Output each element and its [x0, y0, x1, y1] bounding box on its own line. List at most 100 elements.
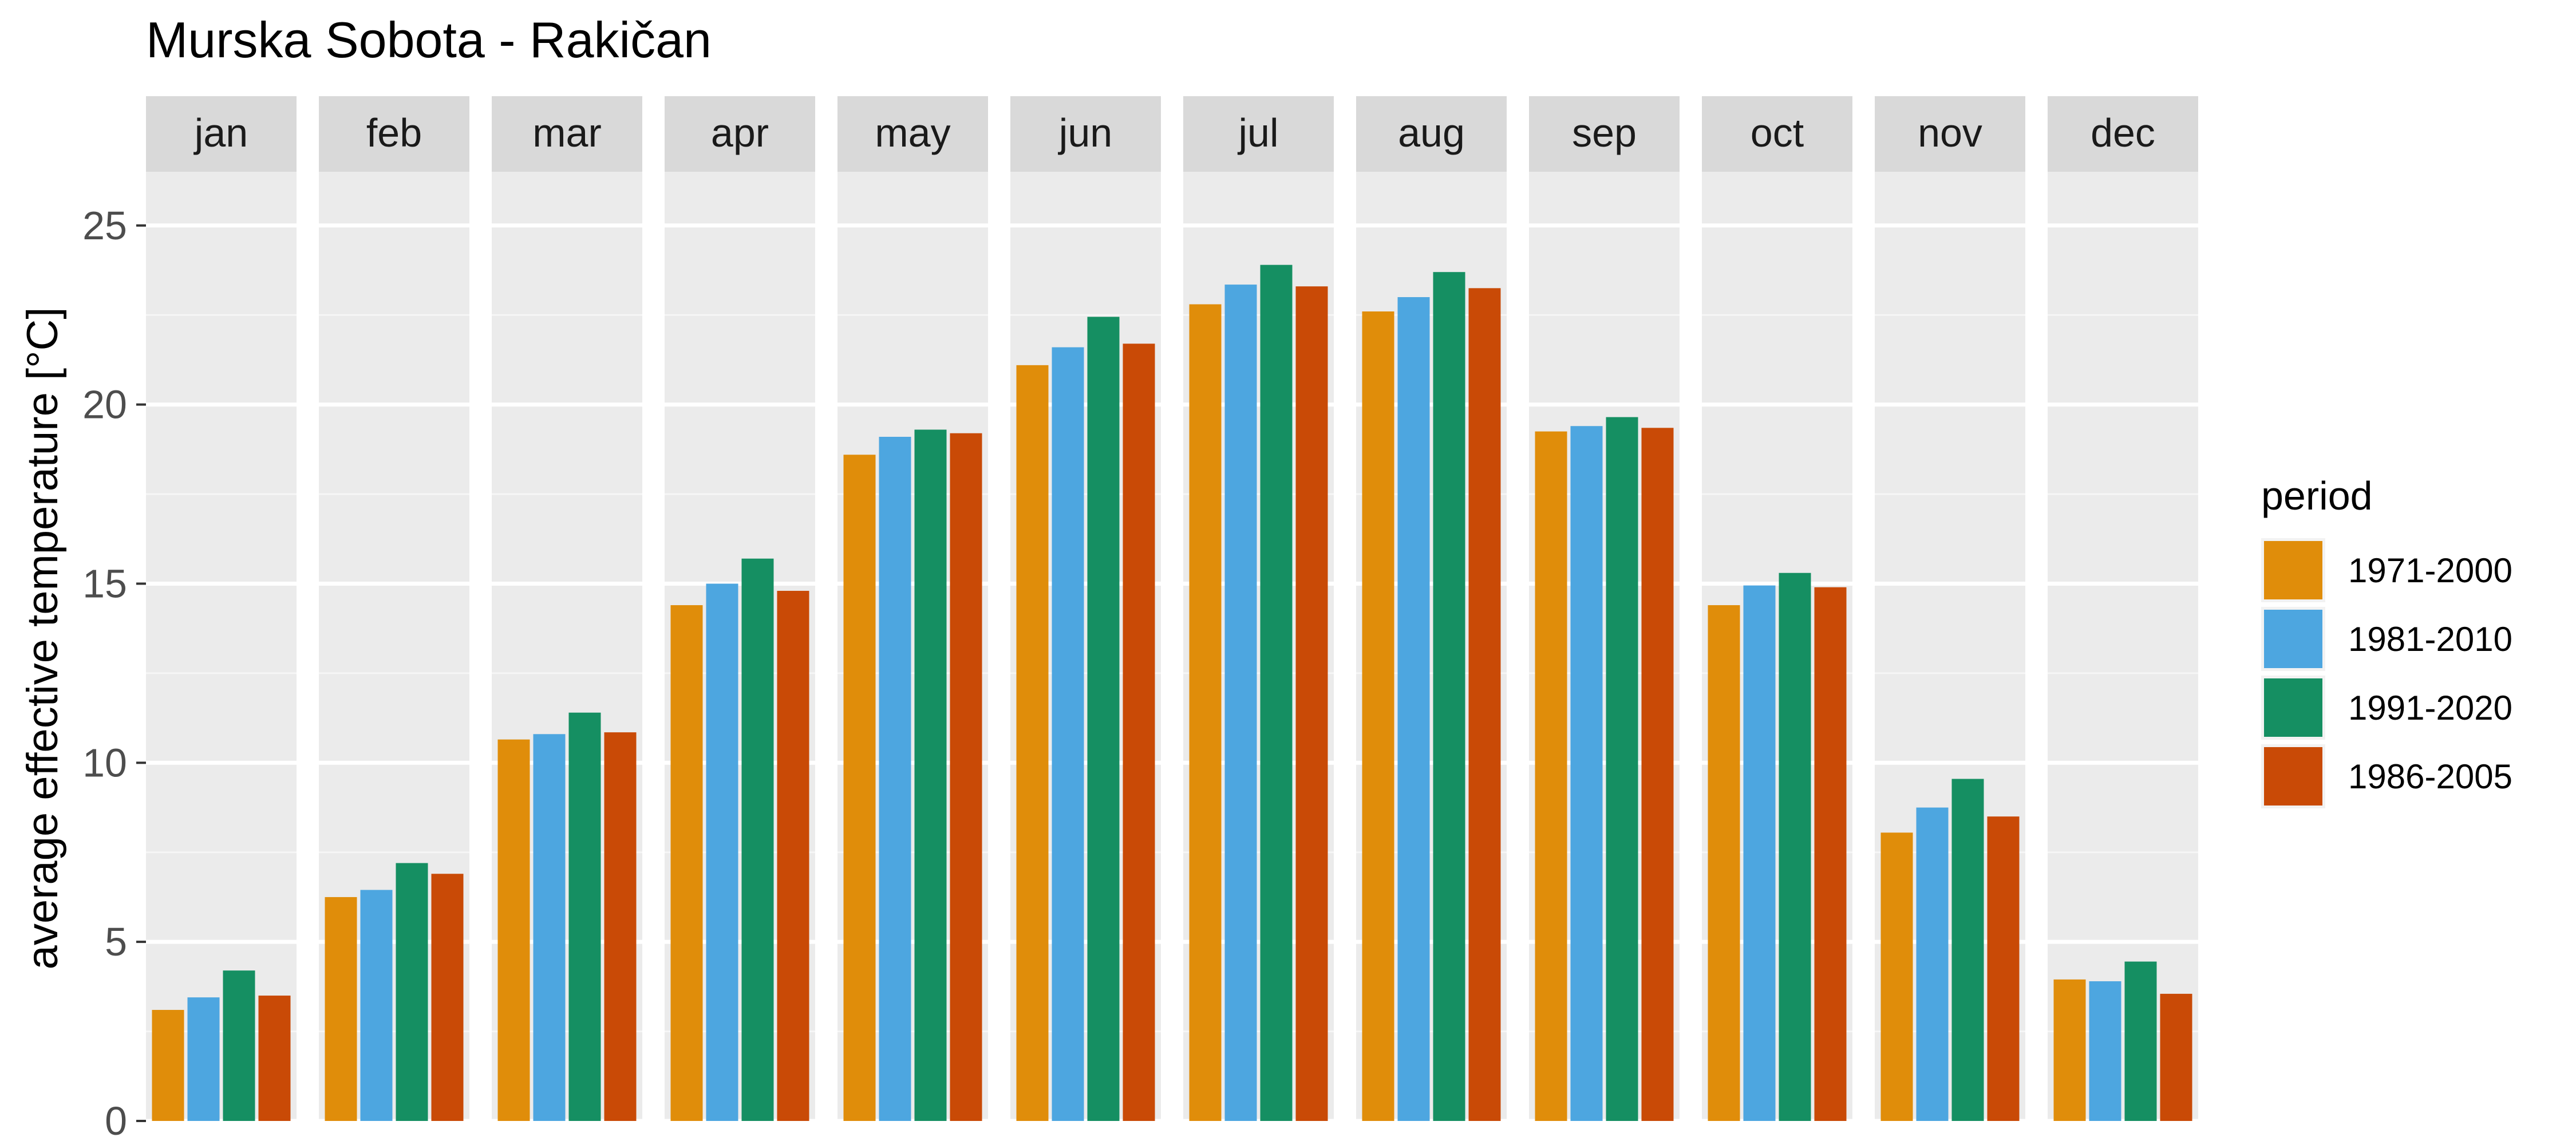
y-tick-label: 20 — [82, 382, 127, 427]
facet-strip — [1529, 96, 1680, 172]
bar-nov-1981-2010 — [1916, 807, 1949, 1121]
facet-panel-jan: jan — [146, 96, 297, 1123]
facet-strip — [2048, 96, 2198, 172]
facet-panel-dec: dec — [2048, 96, 2198, 1123]
facet-strip — [1010, 96, 1161, 172]
bar-mar-1971-2000 — [497, 739, 530, 1121]
facet-strip-label: jun — [1058, 110, 1112, 155]
bar-feb-1971-2000 — [325, 897, 357, 1121]
bar-oct-1991-2020 — [1779, 572, 1811, 1121]
y-tick-label: 5 — [105, 919, 127, 964]
facet-strip-label: sep — [1572, 110, 1637, 155]
facet-strip — [492, 96, 642, 172]
facet-strip-label: aug — [1398, 110, 1465, 155]
bar-sep-1981-2010 — [1570, 426, 1603, 1121]
facet-strip-label: nov — [1918, 110, 1982, 155]
bar-aug-1986-2005 — [1468, 288, 1501, 1122]
bar-dec-1981-2010 — [2089, 981, 2121, 1121]
bar-jul-1971-2000 — [1189, 304, 1222, 1121]
bar-jun-1986-2005 — [1123, 344, 1155, 1122]
facet-strip-label: jul — [1237, 110, 1278, 155]
facet-strip — [1875, 96, 2025, 172]
panel-background — [146, 172, 297, 1121]
y-axis-title: average effective temperature [°C] — [18, 307, 67, 970]
legend: period 1971-2000 1981-2010 1991-2020 1986-2… — [2261, 473, 2512, 808]
bar-sep-1991-2020 — [1606, 417, 1638, 1121]
bar-may-1991-2020 — [914, 429, 947, 1121]
facet-panel-apr: apr — [665, 96, 815, 1123]
facet-strip-label: feb — [366, 110, 422, 155]
bar-sep-1971-2000 — [1535, 431, 1567, 1121]
legend-label: 1986-2005 — [2348, 757, 2512, 796]
bar-apr-1986-2005 — [777, 591, 809, 1121]
legend-key-1991-2020 — [2264, 678, 2322, 737]
bar-dec-1971-2000 — [2053, 979, 2086, 1121]
bar-aug-1991-2020 — [1433, 272, 1465, 1121]
facet-strip-label: mar — [532, 110, 602, 155]
legend-title: period — [2261, 473, 2373, 518]
bar-aug-1981-2010 — [1397, 297, 1430, 1121]
legend-label: 1971-2000 — [2348, 551, 2512, 590]
legend-label: 1981-2010 — [2348, 620, 2512, 658]
bar-jan-1991-2020 — [223, 970, 255, 1121]
bar-mar-1991-2020 — [568, 712, 601, 1121]
facet-panel-jun: jun — [1010, 96, 1161, 1123]
bar-apr-1971-2000 — [670, 605, 703, 1121]
chart-title: Murska Sobota - Rakičan — [146, 11, 712, 68]
facet-strip — [1356, 96, 1507, 172]
facet-panel-sep: sep — [1529, 96, 1680, 1123]
facet-strip — [1183, 96, 1334, 172]
bar-may-1971-2000 — [843, 455, 876, 1121]
bar-mar-1986-2005 — [604, 732, 637, 1121]
bar-apr-1981-2010 — [706, 583, 738, 1121]
bar-feb-1991-2020 — [396, 863, 428, 1121]
bar-jun-1981-2010 — [1052, 347, 1084, 1121]
bar-apr-1991-2020 — [741, 558, 774, 1121]
bar-jan-1981-2010 — [187, 997, 220, 1121]
facet-panel-oct: oct — [1702, 96, 1852, 1123]
bar-sep-1986-2005 — [1641, 428, 1674, 1121]
facet-panel-mar: mar — [492, 96, 642, 1123]
facet-panel-nov: nov — [1875, 96, 2025, 1123]
legend-key-1971-2000 — [2264, 541, 2322, 599]
panel-background — [2048, 172, 2198, 1121]
bar-dec-1986-2005 — [2160, 993, 2192, 1121]
bar-jul-1991-2020 — [1260, 264, 1293, 1122]
facet-strip-label: apr — [711, 110, 769, 155]
legend-key-1986-2005 — [2264, 747, 2322, 806]
bar-dec-1991-2020 — [2124, 961, 2157, 1121]
bar-jul-1981-2010 — [1224, 285, 1257, 1121]
y-axis: 0 5 10 15 20 25 — [82, 203, 146, 1143]
bar-feb-1986-2005 — [431, 874, 464, 1121]
bar-nov-1971-2000 — [1880, 832, 1913, 1121]
bar-jan-1986-2005 — [258, 996, 291, 1121]
y-tick-label: 0 — [105, 1099, 127, 1143]
facet-strip — [146, 96, 297, 172]
y-tick-label: 10 — [82, 740, 127, 785]
facet-panel-feb: feb — [319, 96, 469, 1123]
bar-jun-1991-2020 — [1087, 317, 1120, 1121]
y-tick-label: 25 — [82, 203, 127, 248]
bar-mar-1981-2010 — [533, 734, 566, 1121]
facet-panels: jan feb mar apr may jun jul aug sep oct nov dec — [146, 96, 2198, 1123]
facet-strip — [665, 96, 815, 172]
y-tick-label: 15 — [82, 562, 127, 606]
bar-jan-1971-2000 — [152, 1010, 184, 1121]
facet-panel-jul: jul — [1183, 96, 1334, 1123]
facet-strip-label: dec — [2091, 110, 2155, 155]
bar-oct-1971-2000 — [1708, 605, 1740, 1121]
bar-oct-1981-2010 — [1743, 585, 1776, 1121]
legend-key-1981-2010 — [2264, 610, 2322, 668]
facet-strip — [319, 96, 469, 172]
bar-feb-1981-2010 — [360, 890, 393, 1121]
legend-label: 1991-2020 — [2348, 689, 2512, 727]
facet-strip — [1702, 96, 1852, 172]
bar-nov-1991-2020 — [1951, 779, 1984, 1121]
facet-strip — [837, 96, 988, 172]
bar-may-1981-2010 — [879, 436, 911, 1121]
facet-strip-label: jan — [193, 110, 248, 155]
bar-may-1986-2005 — [950, 433, 982, 1121]
facet-strip-label: may — [875, 110, 950, 155]
facet-strip-label: oct — [1751, 110, 1804, 155]
